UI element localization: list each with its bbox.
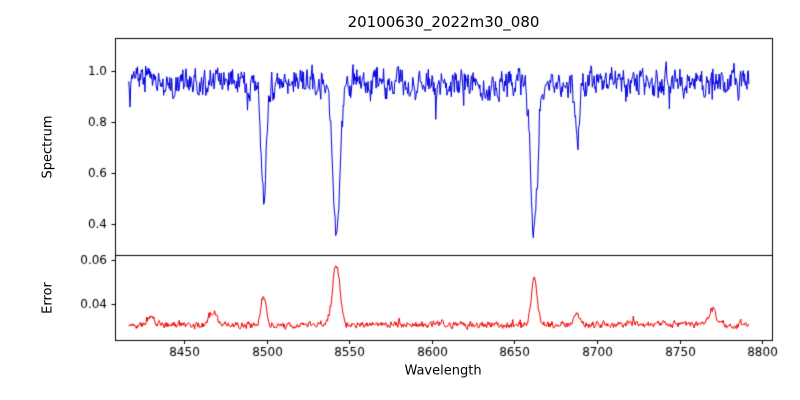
y-axis-label-error: Error	[40, 282, 56, 314]
x-axis-label: Wavelength	[404, 363, 482, 379]
chart-title: 20100630_2022m30_080	[347, 13, 540, 31]
y-axis-label-spectrum: Spectrum	[40, 115, 56, 179]
